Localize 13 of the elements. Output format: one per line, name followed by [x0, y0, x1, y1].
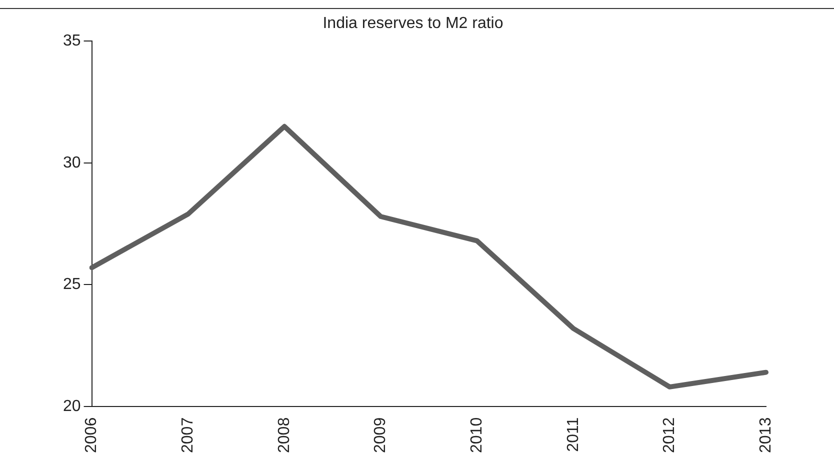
- x-tick-label: 2006: [83, 417, 100, 453]
- x-tick-label: 2008: [276, 417, 293, 453]
- x-tick-label: 2013: [757, 417, 774, 453]
- x-tick-label: 2007: [180, 417, 197, 453]
- x-tick-label: 2010: [468, 417, 486, 453]
- y-tick-label: 35: [63, 32, 81, 50]
- y-tick-label: 25: [63, 276, 81, 294]
- x-tick-label: 2011: [564, 417, 582, 452]
- y-tick-label: 20: [63, 398, 81, 415]
- y-tick-label: 30: [63, 154, 81, 172]
- chart-title: India reserves to M2 ratio: [322, 15, 504, 32]
- x-tick-label: 2009: [372, 417, 390, 453]
- x-tick-label: 2012: [661, 417, 678, 453]
